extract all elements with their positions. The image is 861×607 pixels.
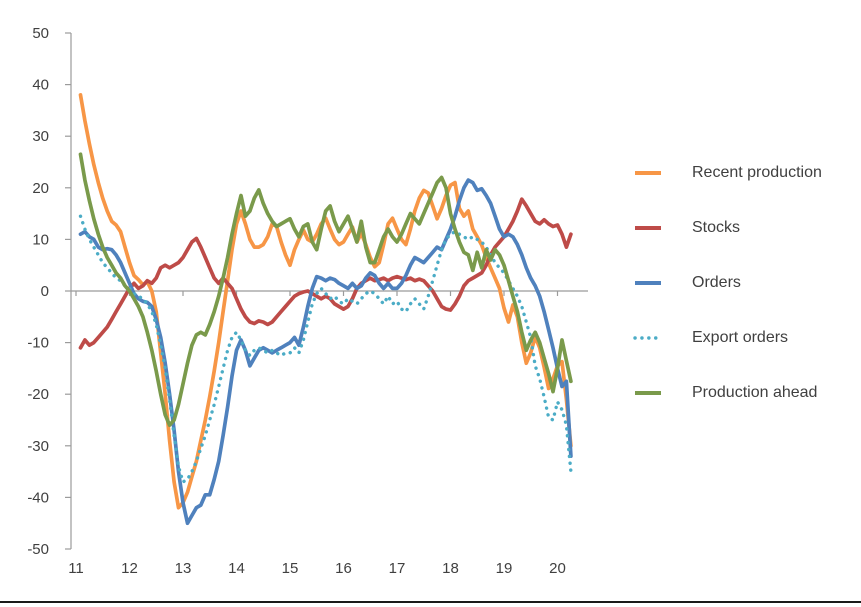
page-bottom-rule [0, 601, 861, 603]
x-tick-label: 18 [442, 560, 459, 577]
y-tick-label: -30 [27, 438, 49, 455]
y-tick-label: -40 [27, 489, 49, 506]
stocks-line-swatch-icon [633, 224, 663, 232]
y-tick-label: -10 [27, 335, 49, 352]
y-tick-label: -50 [27, 541, 49, 558]
x-tick-label: 11 [68, 560, 84, 577]
recent-production-line-swatch-icon [633, 169, 663, 177]
x-tick-label: 12 [121, 560, 138, 577]
x-tick-label: 17 [389, 560, 406, 577]
y-tick-label: 10 [32, 231, 49, 248]
legend-label: Stocks [692, 219, 741, 236]
legend-label: Production ahead [692, 384, 818, 401]
legend-item-production-ahead: Production ahead [633, 383, 817, 403]
y-tick-label: 30 [32, 128, 49, 145]
series-line-orders [78, 178, 573, 526]
export-orders-dotted-swatch-icon [633, 334, 663, 342]
y-tick-label: 20 [32, 180, 49, 197]
x-tick-label: 15 [282, 560, 299, 577]
production-ahead-line-swatch-icon [633, 389, 663, 397]
legend-item-recent-production: Recent production [633, 163, 822, 183]
y-tick-label: -20 [27, 386, 49, 403]
x-tick-label: 16 [335, 560, 352, 577]
series-line-export-orders [78, 214, 573, 484]
series-line-production-ahead [78, 152, 573, 428]
legend-label: Orders [692, 274, 741, 291]
x-tick-label: 14 [228, 560, 245, 577]
legend-label: Recent production [692, 164, 822, 181]
series-line-recent-production [78, 93, 573, 510]
x-tick-label: 20 [549, 560, 566, 577]
legend-label: Export orders [692, 329, 789, 346]
y-tick-label: 0 [41, 283, 49, 300]
legend-item-stocks: Stocks [633, 218, 740, 238]
y-tick-label: 40 [32, 77, 49, 94]
y-tick-label: 50 [32, 25, 49, 42]
x-tick-label: 19 [496, 560, 513, 577]
legend-item-export-orders: Export orders [633, 328, 788, 348]
orders-line-swatch-icon [633, 279, 663, 287]
x-tick-label: 13 [175, 560, 192, 577]
legend-item-orders: Orders [633, 273, 741, 293]
